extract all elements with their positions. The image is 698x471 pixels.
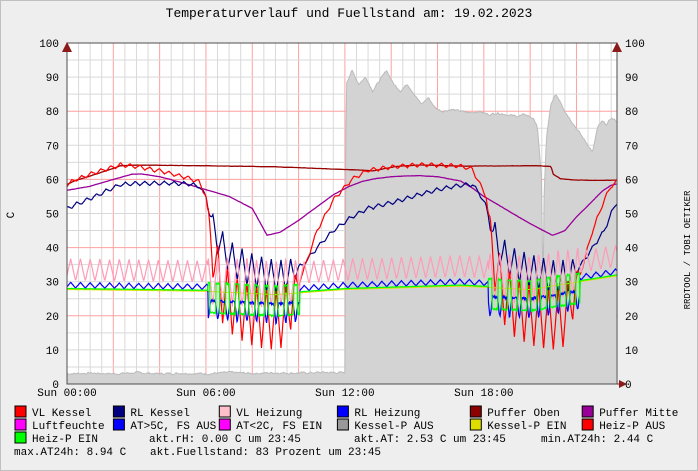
svg-text:20: 20 bbox=[625, 312, 638, 324]
svg-text:Kessel-P AUS: Kessel-P AUS bbox=[354, 421, 434, 433]
svg-text:70: 70 bbox=[46, 141, 59, 153]
svg-text:C: C bbox=[6, 211, 18, 218]
svg-text:Sun 00:00: Sun 00:00 bbox=[37, 388, 96, 400]
svg-text:10: 10 bbox=[46, 346, 59, 358]
svg-text:90: 90 bbox=[625, 73, 638, 85]
svg-text:100: 100 bbox=[39, 39, 59, 51]
svg-text:10: 10 bbox=[625, 346, 638, 358]
svg-text:Sun 18:00: Sun 18:00 bbox=[454, 388, 513, 400]
svg-text:20: 20 bbox=[46, 312, 59, 324]
svg-text:100: 100 bbox=[625, 39, 645, 51]
svg-text:50: 50 bbox=[46, 210, 59, 222]
svg-text:akt.Fuellstand: 83 Prozent: akt.Fuellstand: 83 Prozent um 23:45 bbox=[150, 447, 381, 459]
svg-text:RRDTOOL / TOBI OETIKER: RRDTOOL / TOBI OETIKER bbox=[683, 190, 693, 309]
svg-text:40: 40 bbox=[46, 244, 59, 256]
svg-text:RL Kessel: RL Kessel bbox=[130, 408, 189, 420]
svg-text:VL Kessel: VL Kessel bbox=[32, 408, 91, 420]
svg-text:30: 30 bbox=[46, 278, 59, 290]
svg-text:Luftfeuchte: Luftfeuchte bbox=[32, 421, 105, 433]
svg-text:40: 40 bbox=[625, 244, 638, 256]
svg-text:30: 30 bbox=[625, 278, 638, 290]
svg-text:60: 60 bbox=[625, 175, 638, 187]
svg-text:Kessel-P EIN: Kessel-P EIN bbox=[487, 421, 566, 433]
svg-text:AT<2C, FS EIN: AT<2C, FS EIN bbox=[236, 421, 322, 433]
svg-text:Sun 06:00: Sun 06:00 bbox=[176, 388, 235, 400]
svg-text:VL Heizung: VL Heizung bbox=[236, 408, 302, 420]
svg-text:60: 60 bbox=[46, 175, 59, 187]
svg-text:Heiz-P EIN: Heiz-P EIN bbox=[32, 434, 98, 446]
svg-text:akt.rH: 0.00 C um 23:45: akt.rH: 0.00 C um 23:45 bbox=[149, 434, 301, 446]
svg-text:0: 0 bbox=[625, 380, 632, 392]
svg-text:80: 80 bbox=[625, 107, 638, 119]
svg-text:80: 80 bbox=[46, 107, 59, 119]
svg-text:Puffer Oben: Puffer Oben bbox=[487, 408, 560, 420]
svg-text:Temperaturverlauf und Fuellsta: Temperaturverlauf und Fuellstand am: 19.… bbox=[166, 6, 533, 21]
svg-text:50: 50 bbox=[625, 210, 638, 222]
svg-text:AT>5C, FS AUS: AT>5C, FS AUS bbox=[130, 421, 216, 433]
svg-text:RL Heizung: RL Heizung bbox=[354, 408, 420, 420]
svg-text:min.AT24h: 2.44 C: min.AT24h: 2.44 C bbox=[541, 434, 654, 446]
svg-text:70: 70 bbox=[625, 141, 638, 153]
svg-text:max.AT24h: 8.94 C: max.AT24h: 8.94 C bbox=[14, 447, 127, 459]
svg-text:Sun 12:00: Sun 12:00 bbox=[315, 388, 374, 400]
svg-text:akt.AT: 2.53 C um 23:45: akt.AT: 2.53 C um 23:45 bbox=[354, 434, 506, 446]
svg-text:90: 90 bbox=[46, 73, 59, 85]
svg-text:Puffer Mitte: Puffer Mitte bbox=[599, 408, 678, 420]
svg-text:Heiz-P AUS: Heiz-P AUS bbox=[599, 421, 665, 433]
